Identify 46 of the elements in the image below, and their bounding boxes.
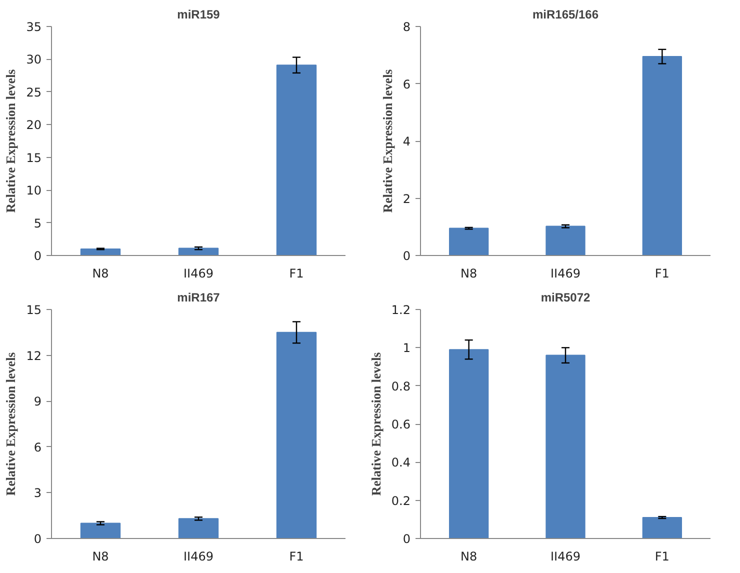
y-axis-title: Relative Expression levels (380, 69, 395, 213)
x-tick-label: F1 (654, 266, 670, 280)
y-tick-label: 4 (402, 134, 411, 148)
y-axis-title: Relative Expression levels (3, 69, 18, 213)
x-tick-label: F1 (289, 550, 304, 564)
y-tick-label: 30 (26, 52, 42, 67)
x-tick-label: II469 (184, 266, 214, 280)
chart-title: miR159 (177, 8, 220, 22)
chart-title: miR165/166 (532, 8, 599, 22)
x-tick-label: II469 (550, 550, 580, 564)
y-tick-label: 0.2 (391, 494, 411, 508)
y-tick-label: 25 (26, 85, 42, 100)
chart-title: miR5072 (540, 290, 591, 304)
y-tick-label: 5 (34, 216, 42, 230)
y-tick-label: 0.4 (391, 456, 411, 470)
x-tick-label: N8 (92, 550, 109, 564)
y-tick-label: 0 (34, 249, 42, 263)
y-tick-label: 35 (26, 20, 42, 34)
y-axis-title: Relative Expression levels (3, 352, 18, 496)
y-tick-label: 8 (402, 20, 411, 34)
y-tick-label: 0 (402, 532, 411, 546)
y-tick-label: 6 (34, 440, 42, 454)
y-tick-label: 12 (26, 348, 42, 363)
y-tick-label: 1.2 (391, 303, 411, 317)
y-tick-label: 0.6 (391, 418, 411, 432)
x-tick-label: N8 (460, 266, 478, 280)
y-tick-label: 9 (34, 394, 42, 409)
x-tick-label: F1 (289, 266, 304, 280)
chart-title: miR167 (177, 290, 220, 304)
x-tick-label: N8 (92, 266, 109, 280)
y-tick-label: 0.8 (391, 379, 411, 394)
y-axis-title: Relative Expression levels (368, 352, 384, 496)
y-tick-label: 3 (34, 486, 42, 500)
y-tick-label: 15 (26, 303, 42, 317)
y-tick-label: 0 (34, 532, 42, 546)
x-tick-label: N8 (460, 550, 478, 564)
y-tick-label: 2 (402, 192, 411, 206)
y-tick-label: 10 (26, 184, 42, 198)
y-tick-label: 0 (402, 249, 411, 263)
x-tick-label: II469 (184, 550, 214, 564)
x-tick-label: II469 (550, 266, 580, 280)
y-tick-label: 1 (402, 341, 411, 356)
y-tick-label: 6 (402, 77, 411, 92)
y-tick-label: 20 (26, 118, 42, 132)
y-tick-label: 15 (26, 150, 42, 165)
x-tick-label: F1 (654, 550, 670, 564)
